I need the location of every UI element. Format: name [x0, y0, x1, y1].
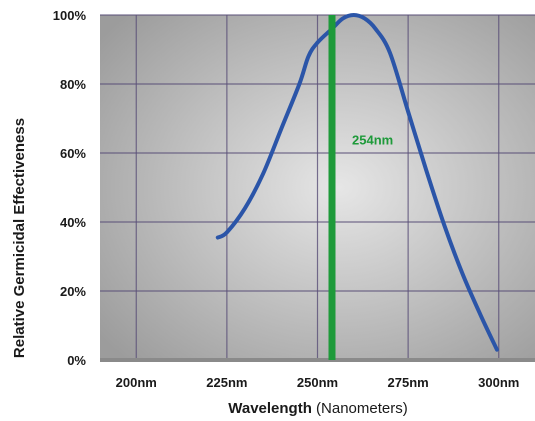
x-tick-label: 250nm: [297, 375, 338, 390]
y-tick-label: 80%: [60, 77, 86, 92]
y-tick-label: 60%: [60, 146, 86, 161]
x-tick-label: 300nm: [478, 375, 519, 390]
x-tick-label: 275nm: [388, 375, 429, 390]
y-tick-label: 20%: [60, 284, 86, 299]
y-tick-label: 0%: [67, 353, 86, 368]
y-tick-label: 40%: [60, 215, 86, 230]
x-tick-label: 200nm: [116, 375, 157, 390]
y-tick-label: 100%: [53, 8, 87, 23]
effectiveness-curve: [215, 13, 499, 352]
x-axis-title: Wavelength (Nanometers): [228, 400, 408, 417]
marker-label: 254nm: [352, 132, 393, 147]
x-tick-label: 225nm: [206, 375, 247, 390]
y-axis-title: Relative Germicidal Effectiveness: [11, 118, 28, 358]
